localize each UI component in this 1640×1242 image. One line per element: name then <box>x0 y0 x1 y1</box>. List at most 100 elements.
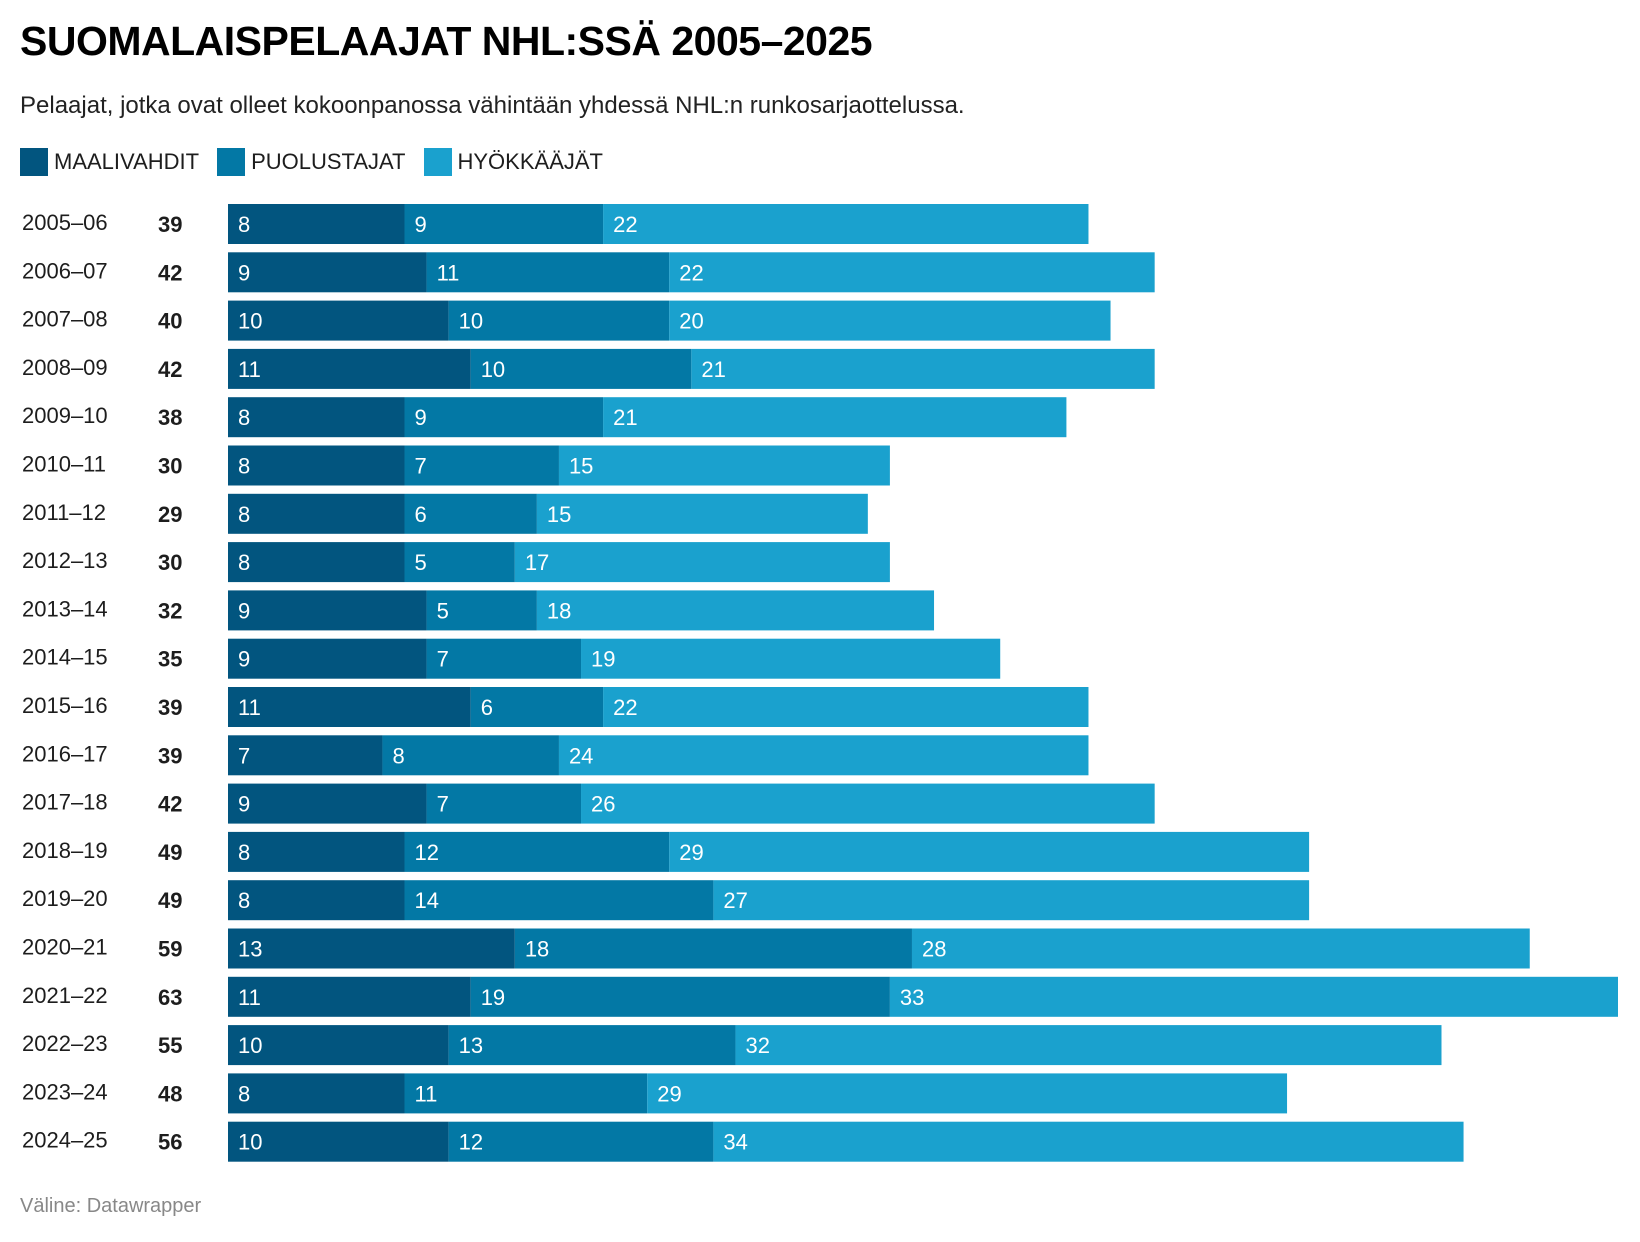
season-label: 2018–19 <box>22 838 108 863</box>
value-label-puolustajat: 5 <box>437 598 449 623</box>
season-label: 2010–11 <box>22 452 106 477</box>
total-label: 30 <box>158 454 182 479</box>
value-label-maalivahdit: 11 <box>238 985 261 1010</box>
bar-segment-hyokkaajat <box>603 397 1067 438</box>
value-label-maalivahdit: 8 <box>238 502 250 527</box>
value-label-maalivahdit: 10 <box>238 1033 262 1058</box>
bar-segment-maalivahdit <box>228 928 515 969</box>
bar-segment-maalivahdit <box>228 880 405 921</box>
bar-segment-puolustajat <box>404 204 604 244</box>
total-label: 39 <box>158 695 182 720</box>
bar-segment-puolustajat <box>448 1121 714 1162</box>
value-label-puolustajat: 5 <box>415 550 427 575</box>
bar-segment-hyokkaajat <box>647 1073 1288 1114</box>
season-label: 2006–07 <box>22 258 108 283</box>
value-label-maalivahdit: 9 <box>238 792 250 817</box>
value-label-hyokkaajat: 21 <box>613 405 637 430</box>
total-label: 42 <box>158 792 182 817</box>
bar-segment-maalivahdit <box>228 735 383 776</box>
value-label-puolustajat: 6 <box>481 695 493 720</box>
season-label: 2021–22 <box>22 983 108 1008</box>
bar-segment-maalivahdit <box>228 1073 405 1114</box>
total-label: 42 <box>158 357 182 382</box>
value-label-puolustajat: 7 <box>415 454 427 479</box>
value-label-maalivahdit: 8 <box>238 888 250 913</box>
season-label: 2024–25 <box>22 1128 108 1153</box>
bar-segment-hyokkaajat <box>669 252 1155 293</box>
bar-segment-hyokkaajat <box>514 542 890 583</box>
season-label: 2016–17 <box>22 741 108 766</box>
bar-segment-hyokkaajat <box>889 976 1618 1017</box>
total-label: 63 <box>158 985 182 1010</box>
season-label: 2019–20 <box>22 886 108 911</box>
season-label: 2015–16 <box>22 693 108 718</box>
value-label-maalivahdit: 13 <box>238 937 262 962</box>
legend-label-puolustajat: PUOLUSTAJAT <box>251 149 406 174</box>
value-label-hyokkaajat: 20 <box>679 309 703 334</box>
value-label-puolustajat: 10 <box>481 357 505 382</box>
total-label: 49 <box>158 840 182 865</box>
value-label-puolustajat: 9 <box>415 212 427 237</box>
value-label-maalivahdit: 10 <box>238 1130 262 1155</box>
bar-segment-hyokkaajat <box>735 1025 1442 1066</box>
bar-segment-puolustajat <box>404 831 670 872</box>
value-label-maalivahdit: 8 <box>238 405 250 430</box>
value-label-puolustajat: 13 <box>459 1033 483 1058</box>
total-label: 59 <box>158 937 182 962</box>
total-label: 40 <box>158 309 182 334</box>
value-label-hyokkaajat: 29 <box>657 1081 681 1106</box>
value-label-hyokkaajat: 27 <box>723 888 747 913</box>
season-label: 2020–21 <box>22 935 108 960</box>
bar-segment-hyokkaajat <box>713 880 1310 921</box>
bar-segment-puolustajat <box>404 397 604 438</box>
bar-segment-maalivahdit <box>228 638 427 679</box>
bar-segment-maalivahdit <box>228 300 449 341</box>
value-label-puolustajat: 18 <box>525 937 549 962</box>
bar-segment-hyokkaajat <box>691 348 1155 389</box>
bar-segment-puolustajat <box>448 1025 736 1066</box>
bar-segment-hyokkaajat <box>581 783 1155 824</box>
value-label-maalivahdit: 8 <box>238 212 250 237</box>
bar-segment-maalivahdit <box>228 204 405 244</box>
value-label-hyokkaajat: 17 <box>525 550 549 575</box>
legend-item-puolustajat: PUOLUSTAJAT <box>217 148 406 176</box>
bar-segment-puolustajat <box>470 348 692 389</box>
bar-segment-hyokkaajat <box>713 1121 1464 1162</box>
value-label-maalivahdit: 9 <box>238 598 250 623</box>
season-label: 2009–10 <box>22 403 108 428</box>
bar-segment-hyokkaajat <box>603 687 1089 727</box>
value-label-puolustajat: 9 <box>415 405 427 430</box>
value-label-puolustajat: 12 <box>415 840 439 865</box>
legend: MAALIVAHDIT PUOLUSTAJAT HYÖKKÄÄJÄT <box>20 148 603 176</box>
season-label: 2014–15 <box>22 645 108 670</box>
bar-segment-hyokkaajat <box>581 638 1001 679</box>
season-label: 2017–18 <box>22 790 108 815</box>
bar-segment-maalivahdit <box>228 783 427 824</box>
season-label: 2023–24 <box>22 1079 108 1104</box>
bar-segment-maalivahdit <box>228 831 405 872</box>
season-label: 2007–08 <box>22 307 108 332</box>
bar-segment-hyokkaajat <box>536 493 868 534</box>
total-label: 30 <box>158 550 182 575</box>
value-label-puolustajat: 11 <box>437 260 460 285</box>
total-label: 49 <box>158 888 182 913</box>
bar-segment-puolustajat <box>470 976 890 1017</box>
total-label: 38 <box>158 405 182 430</box>
total-label: 29 <box>158 502 182 527</box>
bar-segment-maalivahdit <box>228 542 405 583</box>
season-label: 2012–13 <box>22 548 108 573</box>
value-label-maalivahdit: 8 <box>238 454 250 479</box>
value-label-puolustajat: 14 <box>415 888 439 913</box>
bar-segment-puolustajat <box>426 590 537 631</box>
total-label: 39 <box>158 212 182 237</box>
legend-swatch-hyokkaajat <box>423 148 452 176</box>
value-label-hyokkaajat: 22 <box>613 695 637 720</box>
value-label-hyokkaajat: 28 <box>922 937 946 962</box>
bar-segment-puolustajat <box>404 542 515 583</box>
legend-swatch-puolustajat <box>217 148 246 176</box>
bar-segment-puolustajat <box>426 638 582 679</box>
bar-segment-puolustajat <box>404 1073 648 1114</box>
legend-label-hyokkaajat: HYÖKKÄÄJÄT <box>457 149 603 174</box>
value-label-maalivahdit: 7 <box>238 743 250 768</box>
value-label-hyokkaajat: 33 <box>900 985 924 1010</box>
